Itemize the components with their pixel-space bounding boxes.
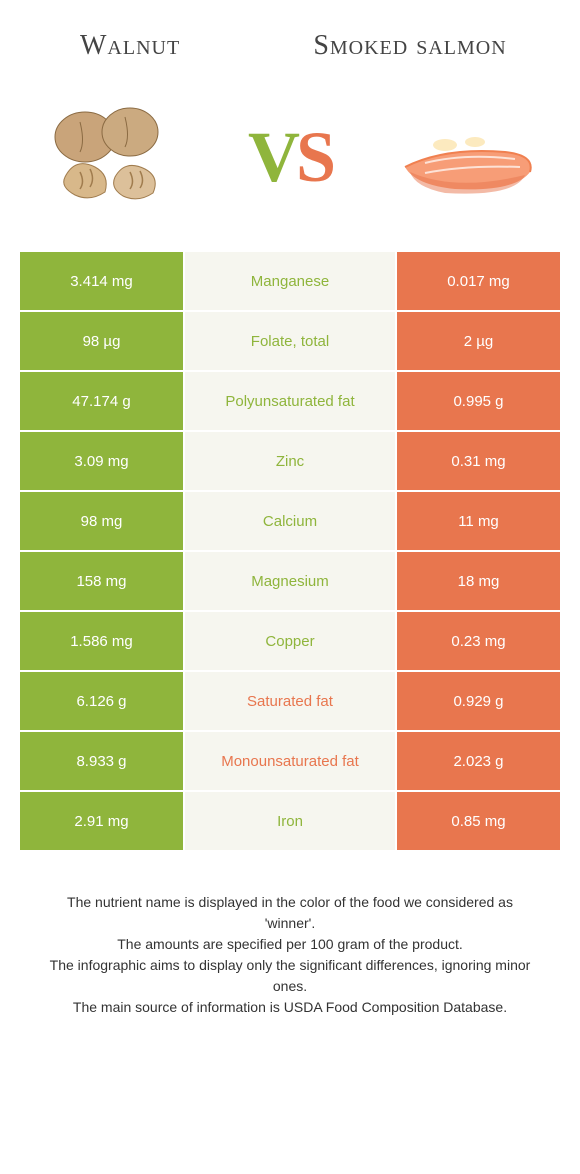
cell-nutrient-label: Saturated fat bbox=[185, 672, 395, 730]
cell-right-value: 18 mg bbox=[395, 552, 560, 610]
cell-right-value: 0.23 mg bbox=[395, 612, 560, 670]
footer: The nutrient name is displayed in the co… bbox=[0, 852, 580, 1018]
table-row: 98 µgFolate, total2 µg bbox=[20, 312, 560, 372]
cell-left-value: 6.126 g bbox=[20, 672, 185, 730]
cell-nutrient-label: Iron bbox=[185, 792, 395, 850]
table-row: 158 mgMagnesium18 mg bbox=[20, 552, 560, 612]
table-row: 6.126 gSaturated fat0.929 g bbox=[20, 672, 560, 732]
nutrient-table: 3.414 mgManganese0.017 mg98 µgFolate, to… bbox=[20, 252, 560, 852]
cell-nutrient-label: Polyunsaturated fat bbox=[185, 372, 395, 430]
cell-nutrient-label: Zinc bbox=[185, 432, 395, 490]
footer-line: The nutrient name is displayed in the co… bbox=[40, 892, 540, 934]
table-row: 8.933 gMonounsaturated fat2.023 g bbox=[20, 732, 560, 792]
cell-left-value: 47.174 g bbox=[20, 372, 185, 430]
cell-nutrient-label: Folate, total bbox=[185, 312, 395, 370]
table-row: 3.414 mgManganese0.017 mg bbox=[20, 252, 560, 312]
footer-line: The amounts are specified per 100 gram o… bbox=[40, 934, 540, 955]
cell-right-value: 2.023 g bbox=[395, 732, 560, 790]
cell-nutrient-label: Calcium bbox=[185, 492, 395, 550]
table-row: 1.586 mgCopper0.23 mg bbox=[20, 612, 560, 672]
walnut-image bbox=[30, 92, 200, 222]
hero: VS bbox=[0, 82, 580, 252]
cell-left-value: 98 mg bbox=[20, 492, 185, 550]
cell-right-value: 0.929 g bbox=[395, 672, 560, 730]
vs-label: VS bbox=[248, 116, 332, 199]
cell-nutrient-label: Magnesium bbox=[185, 552, 395, 610]
footer-line: The main source of information is USDA F… bbox=[40, 997, 540, 1018]
cell-right-value: 0.995 g bbox=[395, 372, 560, 430]
cell-nutrient-label: Monounsaturated fat bbox=[185, 732, 395, 790]
cell-right-value: 0.017 mg bbox=[395, 252, 560, 310]
salmon-image bbox=[380, 92, 550, 222]
cell-right-value: 0.85 mg bbox=[395, 792, 560, 850]
cell-left-value: 8.933 g bbox=[20, 732, 185, 790]
cell-left-value: 2.91 mg bbox=[20, 792, 185, 850]
cell-left-value: 158 mg bbox=[20, 552, 185, 610]
cell-nutrient-label: Copper bbox=[185, 612, 395, 670]
cell-left-value: 3.09 mg bbox=[20, 432, 185, 490]
table-row: 2.91 mgIron0.85 mg bbox=[20, 792, 560, 852]
header: Walnut Smoked salmon bbox=[0, 0, 580, 82]
title-right: Smoked salmon bbox=[300, 30, 520, 62]
cell-left-value: 1.586 mg bbox=[20, 612, 185, 670]
table-row: 47.174 gPolyunsaturated fat0.995 g bbox=[20, 372, 560, 432]
cell-left-value: 3.414 mg bbox=[20, 252, 185, 310]
vs-s: S bbox=[296, 117, 332, 197]
cell-left-value: 98 µg bbox=[20, 312, 185, 370]
cell-nutrient-label: Manganese bbox=[185, 252, 395, 310]
table-row: 3.09 mgZinc0.31 mg bbox=[20, 432, 560, 492]
footer-line: The infographic aims to display only the… bbox=[40, 955, 540, 997]
vs-v: V bbox=[248, 117, 296, 197]
title-left: Walnut bbox=[60, 30, 300, 62]
cell-right-value: 0.31 mg bbox=[395, 432, 560, 490]
table-row: 98 mgCalcium11 mg bbox=[20, 492, 560, 552]
cell-right-value: 2 µg bbox=[395, 312, 560, 370]
cell-right-value: 11 mg bbox=[395, 492, 560, 550]
